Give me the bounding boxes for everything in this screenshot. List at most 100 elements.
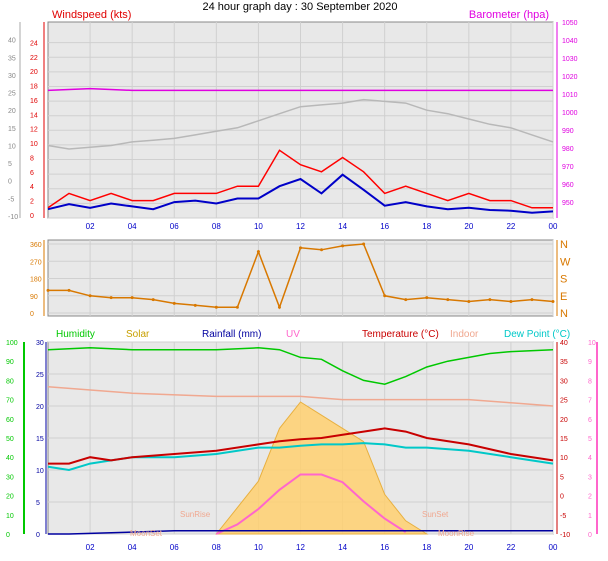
- tick-label: 25: [560, 398, 568, 405]
- tick-label: 1000: [562, 110, 578, 117]
- direction-point: [67, 288, 71, 292]
- series-gust: [47, 149, 553, 209]
- tick-label: 90: [30, 294, 38, 301]
- tick-label: 16: [30, 98, 38, 105]
- tick-label: -5: [8, 196, 14, 203]
- tick-label: 990: [562, 128, 574, 135]
- baro-right-axis: 1050 1040 1030 1020 1010 1000 990 980 970 960 950: [556, 20, 578, 218]
- tick-label: 5: [8, 161, 12, 168]
- series-indoor: [47, 386, 554, 407]
- tick-label: 12: [30, 127, 38, 134]
- tick-label: 3: [588, 474, 592, 481]
- tick-label: 0: [588, 532, 592, 539]
- direction-point: [404, 298, 408, 302]
- tick-label: 950: [562, 200, 574, 207]
- tick-label: 970: [562, 164, 574, 171]
- tick-label: 1010: [562, 92, 578, 99]
- barometer-legend: Barometer (hpa): [469, 9, 549, 21]
- tick-label: 7: [588, 398, 592, 405]
- x-tick-label: 04: [128, 222, 137, 231]
- x-tick-label: 22: [506, 543, 515, 552]
- wind-left-outer-axis: 40 35 30 25 20 15 10 5 0 -5 -10: [8, 22, 21, 221]
- legend-item: Indoor: [450, 329, 479, 340]
- tick-label: 180: [30, 277, 42, 284]
- x-tick-label: 12: [296, 222, 305, 231]
- series-temperature: [48, 427, 554, 465]
- tick-label: 10: [30, 141, 38, 148]
- tick-label: 1: [588, 513, 592, 520]
- tick-label: 10: [36, 468, 44, 475]
- x-tick-label: 16: [380, 222, 389, 231]
- graph-title: 24 hour graph day : 30 September 2020: [202, 1, 397, 13]
- tick-label: 30: [8, 73, 16, 80]
- tick-label: 22: [30, 55, 38, 62]
- x-tick-label: 06: [170, 222, 179, 231]
- legend-item: Rainfall (mm): [202, 329, 261, 340]
- tick-label: -10: [8, 214, 18, 221]
- tick-label: 20: [6, 494, 14, 501]
- tick-label: -10: [560, 532, 570, 539]
- tick-label: S: [560, 274, 567, 286]
- tick-label: 1020: [562, 74, 578, 81]
- direction-point: [362, 242, 366, 246]
- direction-point: [46, 288, 50, 292]
- tick-label: 8: [30, 155, 34, 162]
- tick-label: 35: [8, 55, 16, 62]
- series-uv: [215, 473, 407, 535]
- rain-left-axis: 30 25 20 15 10 5 0: [36, 340, 47, 539]
- climate-series: [47, 347, 554, 535]
- direction-point: [467, 300, 471, 303]
- x-tick-label: 18: [422, 543, 431, 552]
- direction-point: [256, 250, 260, 254]
- tick-label: 10: [6, 513, 14, 520]
- direction-point: [130, 296, 134, 300]
- direction-point: [109, 296, 113, 300]
- direction-point: [214, 305, 218, 309]
- x-tick-label: 08: [212, 222, 221, 231]
- tick-label: N: [560, 239, 568, 251]
- tick-label: 10: [588, 340, 596, 347]
- series-windspeed-kts: [47, 173, 554, 214]
- tick-label: 6: [588, 417, 592, 424]
- tick-label: 360: [30, 242, 42, 249]
- tick-label: 30: [560, 378, 568, 385]
- tick-label: 40: [6, 455, 14, 462]
- direction-point: [425, 296, 429, 300]
- tick-label: 6: [30, 170, 34, 177]
- direction-point: [488, 298, 492, 302]
- tick-label: 15: [8, 126, 16, 133]
- wind-series: [47, 87, 554, 214]
- x-tick-label: 14: [338, 543, 347, 552]
- tick-label: 18: [30, 84, 38, 91]
- tick-label: 0: [8, 179, 12, 186]
- tick-label: 5: [560, 474, 564, 481]
- tick-label: 5: [36, 500, 40, 507]
- tick-label: 1050: [562, 20, 578, 27]
- annotation-label: SunRise: [180, 510, 211, 519]
- legend-item: Solar: [126, 329, 150, 340]
- direction-point: [383, 294, 387, 298]
- tick-label: 50: [6, 436, 14, 443]
- x-tick-label: 00: [549, 543, 558, 552]
- direction-point: [277, 305, 281, 309]
- tick-label: 25: [8, 91, 16, 98]
- series-barometer-hpa: [47, 87, 553, 92]
- tick-label: 15: [36, 436, 44, 443]
- direction-point: [151, 298, 155, 302]
- temp-right-axis: 40 35 30 25 20 15 10 5 0 -5 -10: [556, 340, 570, 539]
- series-solar: [215, 401, 429, 535]
- legend-item: UV: [286, 329, 300, 340]
- series-rainfall: [48, 530, 553, 535]
- tick-label: 8: [588, 378, 592, 385]
- direction-point: [509, 300, 513, 303]
- tick-label: 20: [36, 404, 44, 411]
- tick-label: 270: [30, 259, 42, 266]
- tick-label: 20: [30, 69, 38, 76]
- tick-label: 4: [588, 455, 592, 462]
- x-tick-label: 06: [170, 543, 179, 552]
- direction-point: [320, 248, 324, 252]
- windspeed-legend: Windspeed (kts): [52, 9, 131, 21]
